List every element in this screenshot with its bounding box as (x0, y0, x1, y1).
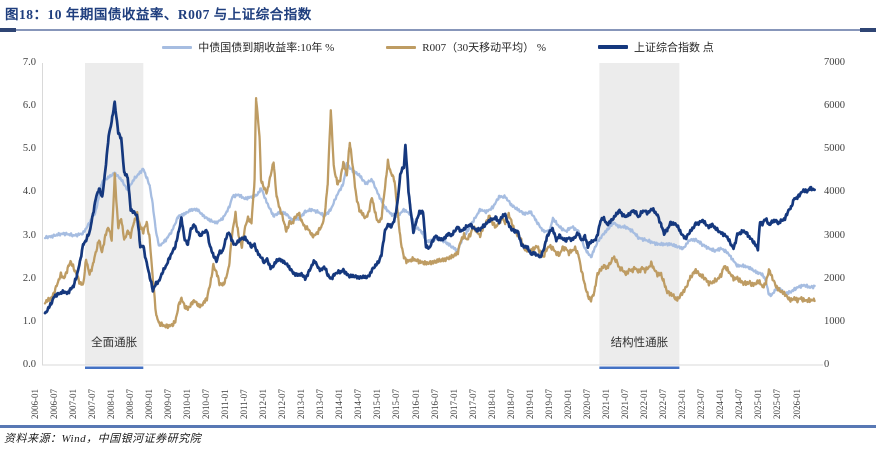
bond-yield-line-swatch (162, 45, 193, 49)
y-axis-tick-label-right: 2000 (824, 272, 845, 284)
y-axis-tick-label-left: 0.0 (22, 359, 36, 370)
x-axis-tick-label: 2018-07 (505, 389, 516, 419)
legend-label-shanghai-index: 上证综合指数 点 (633, 42, 714, 54)
legend-label-r007: R007（30天移动平均） % (422, 42, 546, 54)
title-divider-cap-right (860, 28, 876, 32)
series-line-bond-yield (43, 161, 816, 298)
y-axis-tick-label-left: 2.0 (22, 272, 36, 284)
x-axis-tick-label: 2012-07 (277, 389, 288, 419)
y-axis-tick-label-right: 0 (824, 359, 830, 370)
x-axis-tick-label: 2024-07 (734, 389, 745, 419)
x-axis-tick-label: 2021-07 (620, 389, 631, 419)
y-axis-tick-label-right: 4000 (824, 186, 845, 198)
line-chart-plot (42, 63, 823, 369)
x-axis-tick-label: 2015-07 (391, 389, 402, 419)
chart-legend: 中债国债到期收益率:10年 % R007（30天移动平均） % 上证综合指数 点 (0, 39, 876, 55)
x-axis-tick-label: 2011-07 (239, 389, 250, 419)
y-axis-tick-label-left: 3.0 (22, 229, 36, 241)
x-axis-tick-label: 2015-01 (372, 389, 383, 419)
legend-item-r007: R007（30天移动平均） % (386, 39, 546, 55)
legend-item-bond-yield: 中债国债到期收益率:10年 % (162, 39, 334, 55)
x-axis-tick-label: 2013-01 (296, 389, 307, 419)
x-axis-tick-label: 2008-07 (124, 389, 135, 419)
legend-item-shanghai-index: 上证综合指数 点 (597, 39, 714, 55)
x-axis-tick-label: 2014-07 (353, 389, 364, 419)
x-axis-tick-label: 2025-01 (753, 389, 764, 419)
x-axis-tick-label: 2021-01 (601, 389, 611, 419)
y-axis-tick-label-right: 1000 (824, 315, 845, 327)
y-axis-tick-label-left: 7.0 (22, 57, 36, 68)
y-axis-tick-label-right: 5000 (824, 143, 845, 155)
figure-title: 图18：10 年期国债收益率、R007 与上证综合指数 (5, 7, 312, 22)
source-note: 资料来源：Wind，中国银河证券研究院 (4, 433, 202, 445)
y-axis-tick-label-right: 7000 (824, 57, 845, 68)
x-axis-tick-label: 2009-07 (162, 389, 173, 419)
label-structural-inflation: 结构性通胀 (610, 337, 669, 349)
x-axis-tick-label: 2017-07 (467, 389, 478, 419)
x-axis-tick-label: 2006-01 (29, 389, 40, 419)
y-axis-tick-label-left: 5.0 (22, 143, 36, 155)
x-axis-tick-label: 2008-01 (105, 389, 116, 419)
inflation-period-underline (599, 366, 680, 369)
x-axis-tick-label: 2023-01 (677, 389, 688, 419)
x-axis-tick-label: 2013-07 (315, 389, 326, 419)
y-axis-tick-label-left: 6.0 (22, 100, 36, 112)
r007-line-swatch (386, 45, 417, 49)
series-line-shanghai-index (43, 100, 816, 315)
title-divider-cap-left (0, 28, 16, 32)
series-line-r007 (43, 97, 816, 330)
x-axis-tick-label: 2011-01 (220, 389, 230, 419)
x-axis-tick-label: 2007-01 (67, 389, 78, 419)
y-axis-tick-label-right: 6000 (824, 100, 845, 112)
x-axis-tick-label: 2018-01 (486, 389, 497, 419)
y-axis-tick-label-left: 1.0 (22, 315, 36, 327)
x-axis-tick-label: 2014-01 (334, 389, 345, 419)
x-axis-tick-label: 2020-07 (581, 389, 592, 419)
inflation-period-underline (85, 366, 144, 369)
x-axis-tick-label: 2010-07 (200, 389, 211, 419)
legend-label-bond-yield: 中债国债到期收益率:10年 % (198, 42, 335, 54)
title-divider-line (0, 29, 876, 31)
y-axis-tick-label-right: 3000 (824, 229, 845, 241)
x-axis-tick-label: 2026-01 (791, 389, 802, 419)
x-axis-tick-label: 2006-07 (48, 389, 59, 419)
y-axis-tick-label-left: 4.0 (22, 186, 36, 198)
x-axis-tick-label: 2024-01 (715, 389, 726, 419)
x-axis-tick-label: 2017-01 (448, 389, 459, 419)
x-axis-tick-label: 2020-01 (562, 389, 573, 419)
shanghai-index-line-swatch (597, 45, 628, 49)
x-axis-tick-label: 2022-07 (658, 389, 669, 419)
x-axis-tick-label: 2016-01 (410, 389, 421, 419)
x-axis-tick-label: 2012-01 (258, 389, 269, 419)
x-axis-tick-label: 2009-01 (143, 389, 154, 419)
x-axis-tick-label: 2019-07 (543, 389, 554, 419)
x-axis-tick-label: 2007-07 (86, 389, 97, 419)
x-axis-tick-label: 2022-01 (639, 389, 650, 419)
x-axis-tick-label: 2016-07 (429, 389, 440, 419)
x-axis-tick-label: 2019-01 (524, 389, 535, 419)
x-axis-tick-label: 2023-07 (696, 389, 707, 419)
label-comprehensive-inflation: 全面通胀 (91, 337, 138, 349)
x-axis-tick-label: 2010-01 (181, 389, 192, 419)
footer-divider-line (0, 425, 876, 428)
x-axis-tick-label: 2025-07 (772, 389, 783, 419)
